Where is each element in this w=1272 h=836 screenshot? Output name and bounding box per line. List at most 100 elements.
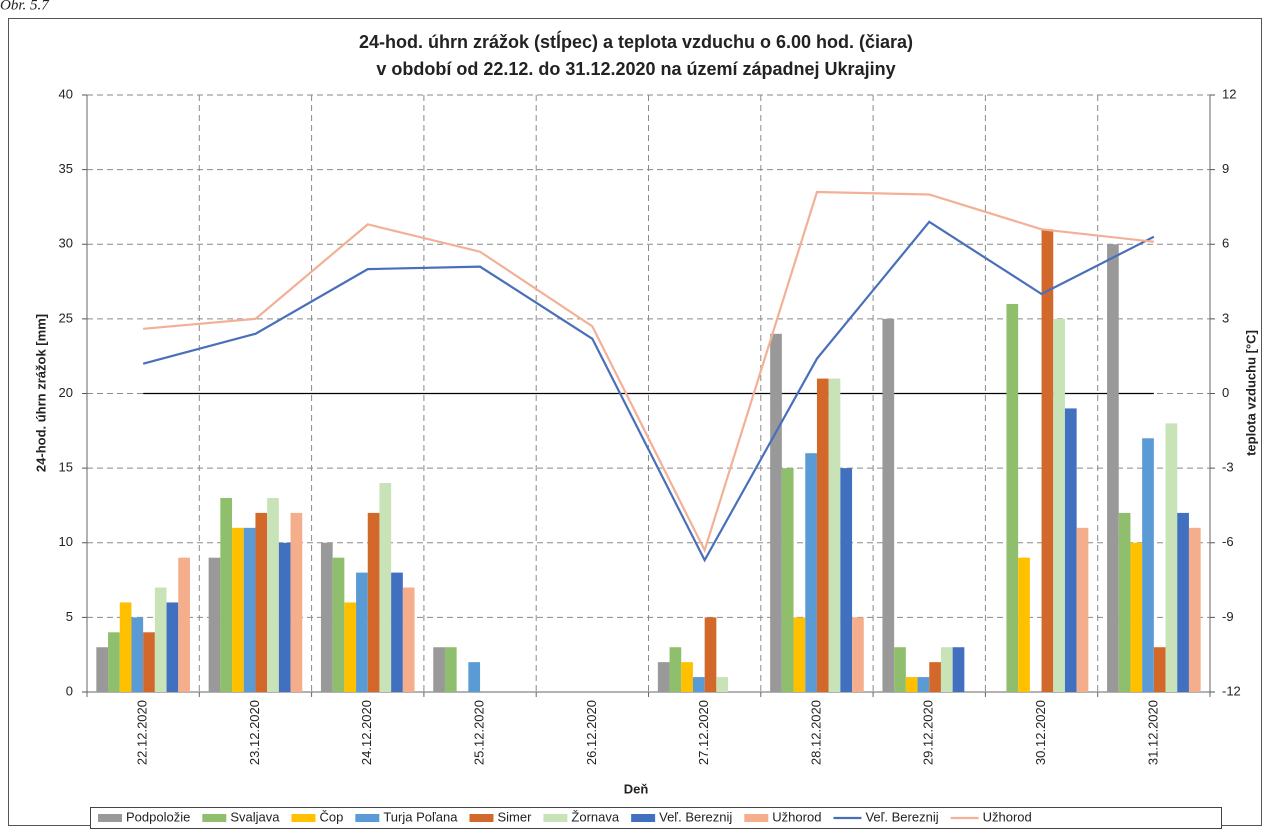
bar (468, 662, 481, 692)
bar (1107, 244, 1119, 692)
bar (1177, 512, 1189, 692)
y2-tick-label: 12 (1222, 86, 1236, 101)
bar (1053, 318, 1065, 692)
bar (1041, 229, 1054, 692)
y-tick-label: 35 (59, 161, 73, 176)
legend-marker (543, 814, 568, 822)
caption: Obr. 5.7 (0, 0, 50, 13)
legend-marker (744, 814, 769, 822)
bar (793, 617, 806, 692)
bar (894, 647, 906, 692)
y2-axis-label: teplota vzduchu [°C] (1243, 330, 1258, 456)
line (143, 190, 1154, 554)
bar (243, 527, 256, 692)
bar (433, 647, 445, 692)
bar (290, 512, 303, 692)
bar (657, 662, 670, 692)
chart-title: 24-hod. úhrn zrážok (stĺpec) a teplota v… (359, 31, 913, 52)
x-tick-label: 25.12.2020 (471, 700, 486, 765)
legend-marker (291, 814, 316, 822)
bar (952, 647, 965, 692)
legend-label: Simer (497, 809, 532, 824)
bar (1064, 408, 1077, 692)
bar (852, 617, 864, 692)
y2-tick-label: -12 (1222, 683, 1241, 698)
bar (917, 677, 930, 692)
bar (166, 602, 179, 692)
legend-label: Žornava (571, 809, 619, 824)
bar (320, 542, 333, 692)
bar (681, 662, 693, 692)
legend-marker (469, 814, 494, 822)
x-tick-label: 30.12.2020 (1033, 700, 1048, 765)
bar (367, 512, 380, 692)
bar (96, 647, 109, 692)
bar (232, 527, 244, 692)
y2-tick-label: 9 (1222, 161, 1229, 176)
bar (929, 662, 941, 692)
bar (1118, 512, 1131, 692)
bar (178, 557, 190, 692)
bar (1153, 647, 1166, 692)
legend-label: Svaljava (230, 809, 280, 824)
bar (1018, 557, 1030, 692)
bar (1076, 527, 1089, 692)
bar (1165, 423, 1178, 692)
y-tick-label: 10 (59, 534, 73, 549)
bar (692, 677, 705, 692)
bar (119, 602, 132, 692)
legend-label: Veľ. Bereznij (865, 809, 938, 824)
legend-marker (202, 814, 227, 822)
x-tick-label: 23.12.2020 (247, 700, 262, 765)
bar (344, 602, 357, 692)
x-axis-label: Deň (624, 781, 649, 796)
bar (716, 677, 729, 692)
bar (220, 497, 233, 692)
legend-marker (98, 814, 122, 822)
bar (208, 557, 221, 692)
bar (444, 647, 457, 692)
y-tick-label: 5 (66, 609, 73, 624)
bar (1142, 438, 1154, 692)
legend-marker (355, 814, 380, 822)
legend-box (90, 807, 1222, 829)
y-tick-label: 15 (59, 460, 73, 475)
legend-label: Užhorod (983, 809, 1032, 824)
bar (154, 587, 167, 692)
bar (840, 468, 853, 692)
bar (1130, 542, 1143, 692)
y-tick-label: 40 (59, 86, 73, 101)
x-tick-label: 31.12.2020 (1145, 700, 1160, 765)
x-tick-label: 26.12.2020 (584, 700, 599, 765)
bar (108, 632, 120, 692)
y2-tick-label: 0 (1222, 385, 1229, 400)
y-axis-label: 24-hod. úhrn zrážok [mm] (33, 314, 48, 472)
y-tick-label: 30 (59, 236, 73, 251)
y-tick-label: 25 (59, 310, 73, 325)
x-tick-label: 28.12.2020 (808, 700, 823, 765)
bar (940, 647, 953, 692)
bar (905, 677, 918, 692)
chart-title: v období od 22.12. do 31.12.2020 na územ… (376, 59, 895, 79)
bar (267, 497, 279, 692)
bar (255, 512, 268, 692)
x-tick-label: 22.12.2020 (135, 700, 150, 765)
bar (704, 617, 717, 692)
y2-tick-label: -6 (1222, 534, 1234, 549)
bar (805, 453, 817, 692)
bar (131, 617, 144, 692)
legend-label: Čop (319, 809, 343, 824)
x-tick-label: 29.12.2020 (921, 700, 936, 765)
bar (770, 333, 782, 692)
bar (882, 318, 895, 692)
x-tick-label: 24.12.2020 (359, 700, 374, 765)
bar (356, 572, 368, 692)
legend-marker (631, 814, 656, 822)
bar (402, 587, 415, 692)
bar (391, 572, 403, 692)
bar (781, 468, 794, 692)
bar (332, 557, 345, 692)
legend-label: Turja Poľana (383, 809, 458, 824)
